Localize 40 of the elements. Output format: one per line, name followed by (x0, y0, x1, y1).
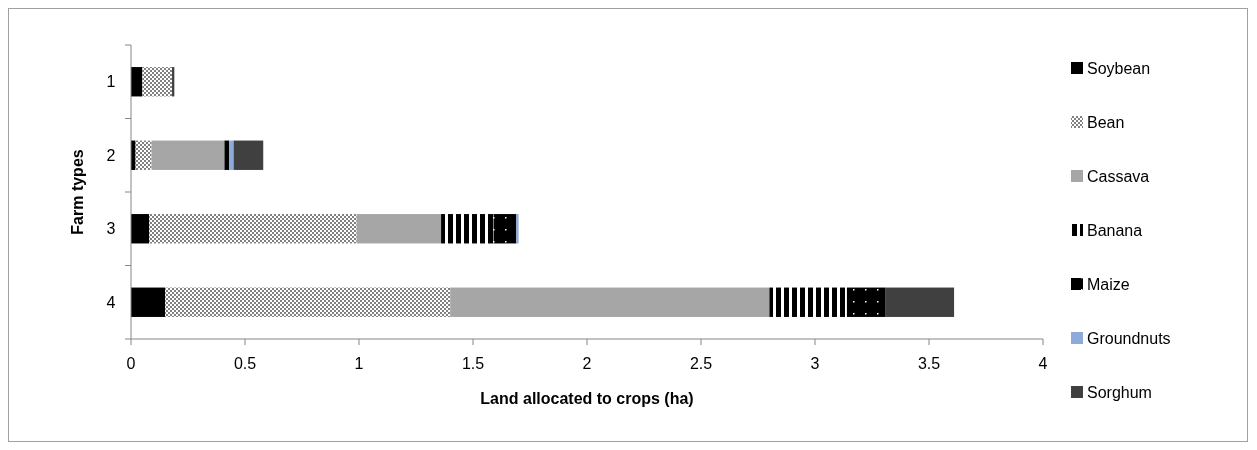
y-tick-label: 2 (106, 146, 116, 164)
bar (769, 287, 847, 317)
bar (131, 287, 166, 317)
legend-label: Groundnuts (1087, 329, 1171, 347)
y-tick-label: 1 (106, 73, 116, 91)
bar (224, 140, 230, 170)
x-tick-label: 3.5 (917, 355, 941, 372)
bar (149, 214, 357, 244)
legend-label: Maize (1087, 275, 1130, 293)
x-axis-title: Land allocated to crops (ha) (480, 390, 694, 407)
legend-label: Cassava (1087, 167, 1150, 185)
bar (450, 287, 770, 317)
y-tick-label: 4 (106, 293, 116, 311)
bar (846, 287, 886, 317)
x-tick-label: 1 (354, 355, 364, 372)
legend-label: Bean (1087, 113, 1125, 131)
x-tick-label: 2.5 (689, 355, 713, 372)
bar (516, 214, 519, 244)
legend-label: Sorghum (1087, 383, 1152, 401)
bar (151, 140, 225, 170)
y-tick-label: 3 (106, 220, 116, 238)
x-tick-label: 4 (1038, 355, 1048, 372)
bar (493, 214, 517, 244)
y-axis-title: Farm types (69, 149, 86, 235)
x-tick-label: 0 (126, 355, 136, 372)
bar (135, 140, 152, 170)
legend-label: Soybean (1087, 59, 1151, 77)
bar (233, 140, 264, 170)
bar (142, 67, 173, 97)
bar (131, 214, 150, 244)
x-tick-label: 2 (582, 355, 592, 372)
x-tick-label: 3 (810, 355, 820, 372)
x-tick-label: 0.5 (233, 355, 257, 372)
bar (885, 287, 955, 317)
bar (165, 287, 451, 317)
bar (441, 214, 494, 244)
bar (356, 214, 442, 244)
x-tick-label: 1.5 (461, 355, 485, 372)
bar (229, 140, 234, 170)
legend-label: Banana (1087, 221, 1143, 239)
